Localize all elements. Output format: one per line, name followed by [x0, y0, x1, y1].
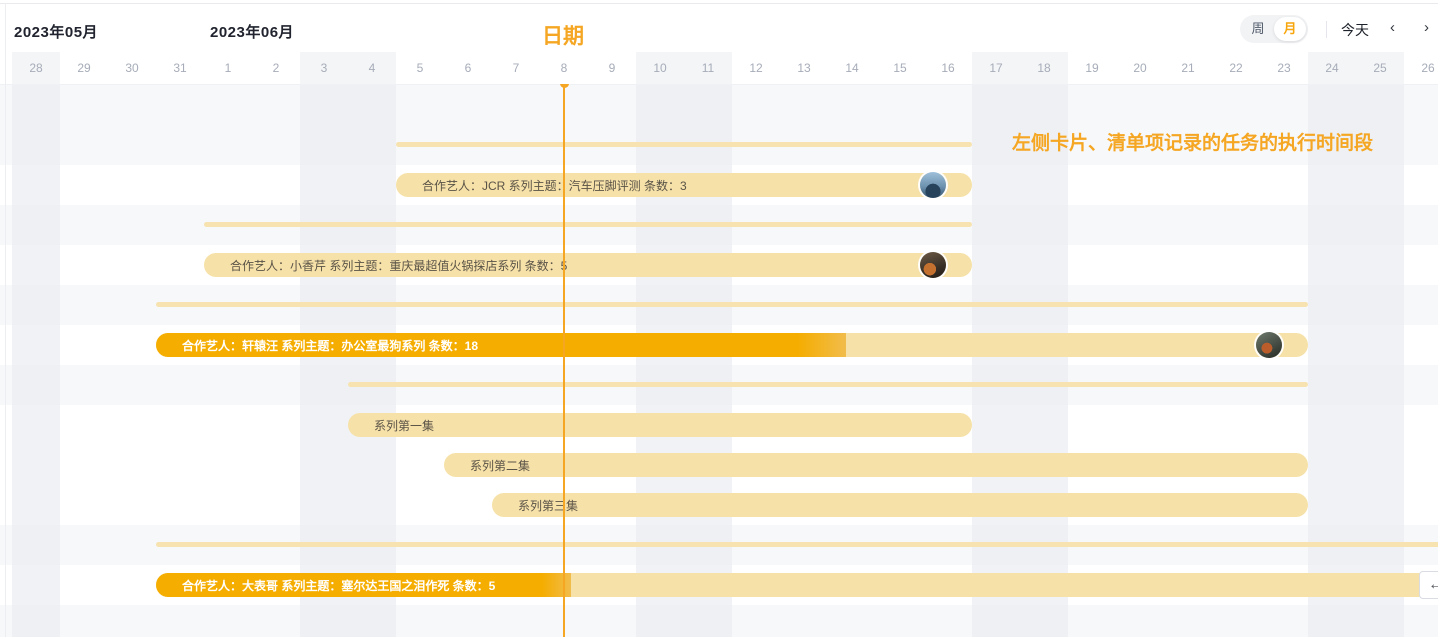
day-header-23: 23	[1277, 61, 1291, 75]
day-header-31: 31	[173, 61, 187, 75]
day-header-25: 25	[1356, 52, 1404, 84]
day-header-21: 21	[1181, 61, 1195, 75]
weekend-column	[684, 84, 732, 637]
summary-duration-line	[348, 382, 1308, 387]
task-progress-fill	[156, 573, 571, 597]
month-label-june: 2023年06月	[210, 24, 295, 41]
day-header-2: 2	[272, 61, 280, 75]
day-header-13: 13	[797, 61, 811, 75]
controls-divider	[1326, 21, 1327, 38]
weekend-column	[348, 84, 396, 637]
toggle-month-button[interactable]: 月	[1274, 17, 1306, 41]
day-header-14: 14	[845, 61, 859, 75]
timeline-header: 2023年05月 2023年06月 28 29 30 31 1 2 3 4 5 6 7 8 9 10 11 1…	[0, 0, 1438, 85]
task-progress-fill	[156, 333, 846, 357]
date-annotation: 日期	[542, 25, 584, 48]
day-header-1: 1	[224, 61, 232, 75]
day-header-29: 29	[77, 61, 91, 75]
day-header-15: 15	[893, 61, 907, 75]
weekend-column	[12, 84, 60, 637]
gantt-chart-area: 合作艺人：JCR 系列主题：汽车压脚评测 条数：3 合作艺人：小香芹 系列主题：重…	[0, 84, 1438, 637]
summary-duration-line	[156, 542, 1438, 547]
top-edge-divider	[0, 3, 1438, 4]
task-bar-label: 系列第三集	[518, 498, 579, 513]
task-bar-label: 系列第二集	[470, 458, 531, 473]
assignee-avatar	[920, 172, 946, 198]
summary-duration-line	[204, 222, 972, 227]
day-header-18: 18	[1020, 52, 1068, 84]
task-bar-label: 合作艺人：小香芹 系列主题：重庆最超值火锅探店系列 条数：5	[230, 258, 568, 273]
day-header-22: 22	[1229, 61, 1243, 75]
summary-duration-line	[396, 142, 972, 147]
month-label-may: 2023年05月	[14, 24, 99, 41]
summary-duration-line	[156, 302, 1308, 307]
assignee-avatar	[920, 252, 946, 278]
chevron-right-icon[interactable]: ›	[1424, 19, 1429, 36]
day-header-30: 30	[125, 61, 139, 75]
day-header-5: 5	[416, 61, 424, 75]
day-header-20: 20	[1133, 61, 1147, 75]
weekend-column	[1356, 84, 1404, 637]
task-bar-label: 系列第一集	[374, 418, 435, 433]
episode-2[interactable]: 系列第二集	[444, 453, 1308, 477]
assignee-avatar	[1256, 332, 1282, 358]
today-button[interactable]: 今天	[1341, 22, 1369, 38]
day-header-7: 7	[512, 61, 520, 75]
day-header-9: 9	[608, 61, 616, 75]
day-header-3: 3	[300, 52, 348, 84]
today-marker-line	[563, 84, 565, 637]
day-header-24: 24	[1308, 52, 1356, 84]
day-header-8: 8	[560, 61, 568, 75]
episode-1[interactable]: 系列第一集	[348, 413, 972, 437]
day-header-6: 6	[464, 61, 472, 75]
task-xiaoxiangqin[interactable]: 合作艺人：小香芹 系列主题：重庆最超值火锅探店系列 条数：5	[204, 252, 972, 278]
left-edge-divider	[5, 3, 6, 637]
day-header-26: 26	[1421, 61, 1435, 75]
task-jcr[interactable]: 合作艺人：JCR 系列主题：汽车压脚评测 条数：3	[396, 172, 972, 198]
task-dabiaoge[interactable]: 合作艺人：大表哥 系列主题：塞尔达王国之泪作死 条数：5	[156, 573, 1438, 597]
task-bar-label: 合作艺人：轩辕汪 系列主题：办公室最狗系列 条数：18	[182, 338, 479, 353]
scroll-to-bar-button[interactable]: ←	[1419, 571, 1438, 599]
day-header-4: 4	[348, 52, 396, 84]
day-header-17: 17	[972, 52, 1020, 84]
weekend-column	[636, 84, 684, 637]
day-header-16: 16	[941, 61, 955, 75]
day-header-12: 12	[749, 61, 763, 75]
day-header-10: 10	[636, 52, 684, 84]
weekend-column	[1020, 84, 1068, 637]
day-header-19: 19	[1085, 61, 1099, 75]
weekend-column	[300, 84, 348, 637]
today-marker-dot	[559, 84, 569, 88]
arrow-left-icon: ←	[1428, 576, 1438, 593]
episode-3[interactable]: 系列第三集	[492, 493, 1308, 517]
day-header-28: 28	[12, 52, 60, 84]
task-bar-label: 合作艺人：JCR 系列主题：汽车压脚评测 条数：3	[422, 178, 687, 193]
task-xuanyuanwang[interactable]: 合作艺人：轩辕汪 系列主题：办公室最狗系列 条数：18	[156, 332, 1308, 358]
chevron-left-icon[interactable]: ‹	[1390, 19, 1395, 36]
task-bar-label: 合作艺人：大表哥 系列主题：塞尔达王国之泪作死 条数：5	[182, 578, 496, 593]
toggle-week-button[interactable]: 周	[1251, 21, 1265, 36]
view-mode-toggle[interactable]: 周 月	[1240, 15, 1308, 43]
weekend-column	[1308, 84, 1356, 637]
weekend-column	[972, 84, 1020, 637]
timespan-annotation: 左侧卡片、清单项记录的任务的执行时间段	[1012, 133, 1374, 154]
day-header-11: 11	[684, 52, 732, 84]
